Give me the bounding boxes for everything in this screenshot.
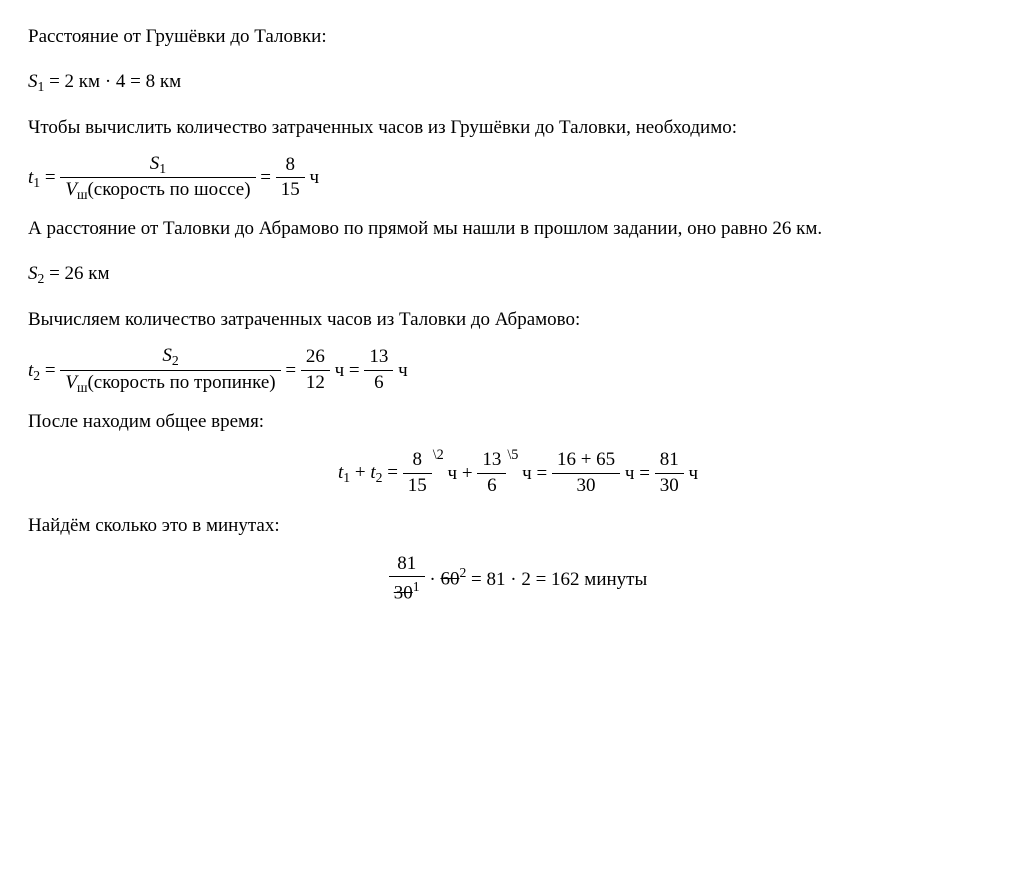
num-81c: 81 [389, 554, 425, 578]
unit-h-1: ч [309, 159, 319, 196]
var-t2-sub: 2 [33, 367, 40, 382]
equation-s2: S2 = 26 км [28, 255, 1008, 293]
num-8b: 8 [403, 450, 432, 474]
paragraph-6: Найдём сколько это в минутах: [28, 507, 1008, 544]
tot-t2-sub: 2 [376, 470, 383, 485]
tot-u3: ч = [625, 455, 650, 492]
exp-back5: \5 [507, 448, 518, 462]
tot-u2: ч = [522, 455, 547, 492]
equation-minutes: 81 301 · 602 = 81 · 2 = 162 минуты [28, 554, 1008, 605]
frac-symbolic-t2: S2 Vш(скорость по тропинке) [60, 346, 280, 395]
den-30-strike: 30 [394, 583, 413, 604]
frac-13-6: 13 6 [364, 347, 393, 394]
var-s1-sub: 1 [38, 79, 45, 94]
frac-13-6b: 13 6 [477, 450, 506, 497]
tot-u4: ч [688, 455, 698, 492]
den-6b: 6 [477, 474, 506, 497]
frac-8-15b: 8 15 [403, 450, 432, 497]
var-s1: S [28, 71, 38, 92]
num-s2: S [162, 345, 172, 366]
den-15: 15 [276, 178, 305, 201]
den-30b: 30 [655, 474, 684, 497]
equation-s1: S1 = 2 км · 4 = 8 км [28, 63, 1008, 101]
num-sum: 16 + 65 [552, 450, 620, 474]
dot: · [429, 561, 435, 598]
sixty-sup: 2 [459, 565, 466, 580]
tot-t1-sub: 1 [343, 470, 350, 485]
frac-26-12: 26 12 [301, 347, 330, 394]
paragraph-2: Чтобы вычислить количество затраченных ч… [28, 109, 1008, 146]
den-vsh2-sub: ш [77, 380, 88, 395]
den-15b: 15 [403, 474, 432, 497]
equation-t1: t1 = S1 Vш(скорость по шоссе) = 8 15 ч [28, 154, 1008, 203]
den-vsh2: V [65, 372, 77, 393]
unit-h-eq1: ч = [335, 352, 360, 389]
min-tail: = 81 · 2 = 162 минуты [471, 561, 647, 598]
num-s1: S [150, 153, 160, 174]
den-vsh: V [65, 179, 77, 200]
eq3-rhs: = 26 км [49, 263, 109, 284]
num-13: 13 [364, 347, 393, 371]
unit-h-2: ч [398, 352, 408, 389]
frac-81-30c: 81 301 [389, 554, 425, 605]
den-30-sup: 1 [413, 579, 420, 594]
frac-sum: 16 + 65 30 [552, 450, 620, 497]
frac-81-30: 81 30 [655, 450, 684, 497]
num-81: 81 [655, 450, 684, 474]
equation-t2: t2 = S2 Vш(скорость по тропинке) = 26 12… [28, 346, 1008, 395]
var-t1-sub: 1 [33, 175, 40, 190]
var-s2: S [28, 263, 38, 284]
frac-8-15: 8 15 [276, 155, 305, 202]
den-text-t2: (скорость по тропинке) [87, 372, 275, 393]
var-s2-sub: 2 [38, 271, 45, 286]
num-s2-sub: 2 [172, 353, 179, 368]
paragraph-4: Вычисляем количество затраченных часов и… [28, 301, 1008, 338]
eq1-rhs: = 2 км · 4 = 8 км [49, 71, 181, 92]
paragraph-1: Расстояние от Грушёвки до Таловки: [28, 18, 1008, 55]
sixty-strike: 60 [440, 569, 459, 590]
exp-back2: \2 [433, 448, 444, 462]
den-vsh-sub: ш [77, 187, 88, 202]
num-26: 26 [301, 347, 330, 371]
num-s1-sub: 1 [159, 160, 166, 175]
den-12: 12 [301, 371, 330, 394]
tot-u1: ч + [448, 455, 473, 492]
paragraph-3: А расстояние от Таловки до Абрамово по п… [28, 210, 1008, 247]
equation-total: t1 + t2 = 8 15 \2 ч + 13 6 \5 ч = 16 + 6… [28, 450, 1008, 497]
den-30: 30 [552, 474, 620, 497]
num-8: 8 [276, 155, 305, 179]
paragraph-5: После находим общее время: [28, 403, 1008, 440]
den-text-t1: (скорость по шоссе) [87, 179, 250, 200]
num-13b: 13 [477, 450, 506, 474]
den-6: 6 [364, 371, 393, 394]
frac-symbolic-t1: S1 Vш(скорость по шоссе) [60, 154, 255, 203]
